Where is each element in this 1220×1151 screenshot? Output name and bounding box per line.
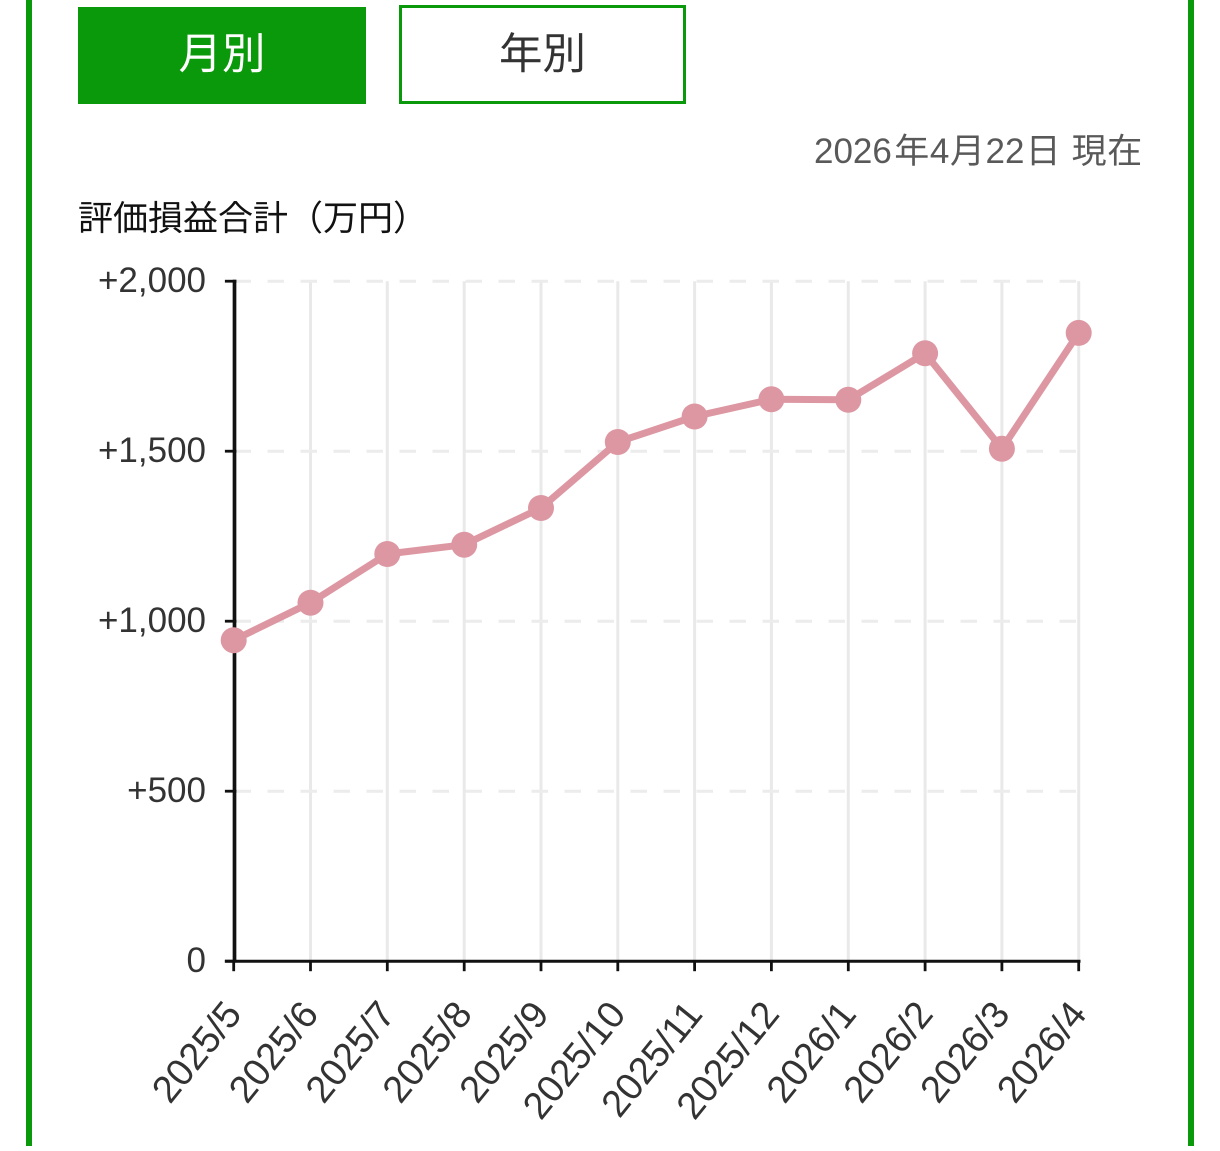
svg-text:+2,000: +2,000 bbox=[98, 261, 206, 300]
svg-text:+500: +500 bbox=[127, 771, 206, 810]
svg-text:4: 4 bbox=[930, 132, 949, 171]
svg-text:0: 0 bbox=[187, 941, 206, 980]
svg-text:2026: 2026 bbox=[814, 132, 892, 171]
svg-text:22: 22 bbox=[986, 132, 1025, 171]
svg-text:+1,500: +1,500 bbox=[98, 431, 206, 470]
svg-text:+1,000: +1,000 bbox=[98, 601, 206, 640]
